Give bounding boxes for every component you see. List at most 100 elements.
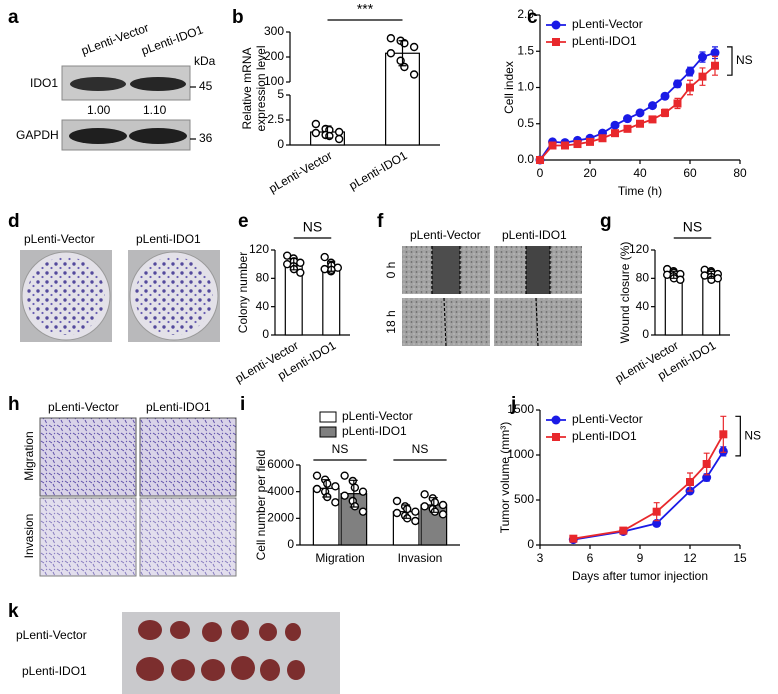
y-tick-label: 500	[514, 492, 534, 506]
legend-label: pLenti-IDO1	[342, 424, 407, 438]
column-label: pLenti-Vector	[48, 400, 119, 414]
photo	[139, 417, 237, 497]
row-label: pLenti-IDO1	[22, 664, 87, 678]
x-tick-label: 80	[733, 166, 747, 180]
panel-letter: j	[510, 394, 516, 415]
panel-letter: k	[8, 601, 19, 622]
significance-label: NS	[332, 442, 349, 456]
y-tick-label: 1000	[507, 447, 534, 461]
panel-letter: c	[527, 7, 538, 28]
column-label: pLenti-Vector	[410, 228, 481, 242]
data-point	[411, 507, 420, 516]
x-tick-label: 3	[537, 551, 544, 565]
x-tick-label: Invasion	[398, 551, 443, 565]
marker	[552, 38, 560, 46]
significance-bracket	[727, 46, 733, 76]
ratio-label: 1.10	[143, 103, 167, 117]
data-point	[438, 500, 448, 510]
y-tick-label: 80	[256, 271, 270, 285]
y-tick-label: 0	[642, 327, 649, 341]
y-tick-label: 1500	[507, 402, 534, 416]
significance-label: ***	[357, 1, 374, 17]
y-tick-label: 300	[264, 24, 284, 38]
bar	[312, 487, 340, 546]
data-point	[438, 510, 448, 519]
y-tick-label: 0	[262, 327, 269, 341]
data-point	[340, 471, 349, 480]
row-label: 18 h	[384, 310, 398, 333]
panel-letter: f	[377, 211, 384, 232]
row-label: GAPDH	[16, 128, 59, 142]
marker	[698, 52, 707, 62]
error-bar	[289, 257, 298, 271]
marker	[551, 20, 561, 30]
marker	[673, 79, 682, 89]
tumors	[136, 620, 305, 681]
marker	[636, 119, 644, 128]
data-point	[334, 127, 344, 137]
column-label: pLenti-IDO1	[502, 228, 567, 242]
y-tick-label: 5	[277, 87, 284, 101]
marker	[710, 48, 720, 58]
photo	[39, 417, 137, 497]
band	[129, 128, 187, 144]
data-point	[392, 508, 402, 518]
data-point	[312, 484, 322, 494]
row-label: Invasion	[22, 514, 36, 559]
band	[130, 77, 186, 91]
unit-label: kDa	[194, 54, 216, 68]
marker	[569, 534, 578, 543]
marker	[686, 478, 694, 486]
error-bar	[669, 270, 678, 279]
y-tick-label: 200	[264, 49, 284, 63]
marker	[573, 140, 582, 149]
bar	[322, 265, 341, 336]
panel-letter: h	[8, 394, 20, 415]
data-point	[403, 504, 412, 514]
marker	[648, 115, 657, 124]
marker	[548, 141, 557, 150]
panel-h: h pLenti-Vector pLenti-IDO1 Migration In…	[8, 394, 237, 577]
data-point	[713, 274, 723, 283]
x-tick-label: 9	[637, 551, 644, 565]
y-tick-label: 6000	[267, 457, 294, 471]
data-point	[358, 507, 368, 516]
data-point	[296, 258, 305, 267]
y-tick-label: 2.0	[517, 7, 534, 21]
row-label: Migration	[22, 431, 36, 480]
data-point	[320, 252, 329, 262]
error-bar	[707, 270, 716, 279]
legend-label: pLenti-Vector	[572, 412, 643, 426]
y-tick-label: 100	[264, 74, 284, 88]
data-point	[392, 496, 402, 506]
error-bar	[349, 479, 358, 508]
panel-f: f pLenti-Vector pLenti-IDO1 0 h 18 h	[377, 211, 582, 347]
x-tick-label: 60	[683, 166, 697, 180]
y-axis-title: expression level	[254, 45, 268, 131]
legend-label: pLenti-IDO1	[572, 429, 637, 443]
data-point	[311, 128, 321, 138]
marker	[610, 120, 620, 130]
data-point	[430, 498, 440, 507]
y-tick-label: 2000	[267, 511, 294, 525]
marker	[551, 415, 561, 425]
x-tick-label: 6	[587, 551, 594, 565]
data-point	[348, 476, 357, 486]
legend-swatch	[319, 426, 337, 438]
marker	[711, 61, 719, 70]
y-tick-label: 1.5	[517, 43, 534, 57]
y-axis-title: Tumor volume (mm³)	[498, 422, 512, 534]
data-point	[409, 42, 419, 52]
y-axis-title: Wound closure (%)	[618, 242, 632, 344]
legend-label: pLenti-IDO1	[572, 34, 637, 48]
column-label: pLenti-Vector	[24, 232, 95, 246]
y-tick-label: 0.5	[517, 116, 534, 130]
size-label: 45	[199, 79, 213, 93]
marker	[685, 67, 695, 77]
significance-label: NS	[736, 53, 753, 67]
x-tick-label: Migration	[315, 551, 364, 565]
error-bar	[398, 40, 407, 67]
panel-k: k pLenti-Vector pLenti-IDO1	[8, 601, 340, 694]
error-bar	[402, 504, 411, 519]
significance-label: NS	[744, 428, 761, 442]
